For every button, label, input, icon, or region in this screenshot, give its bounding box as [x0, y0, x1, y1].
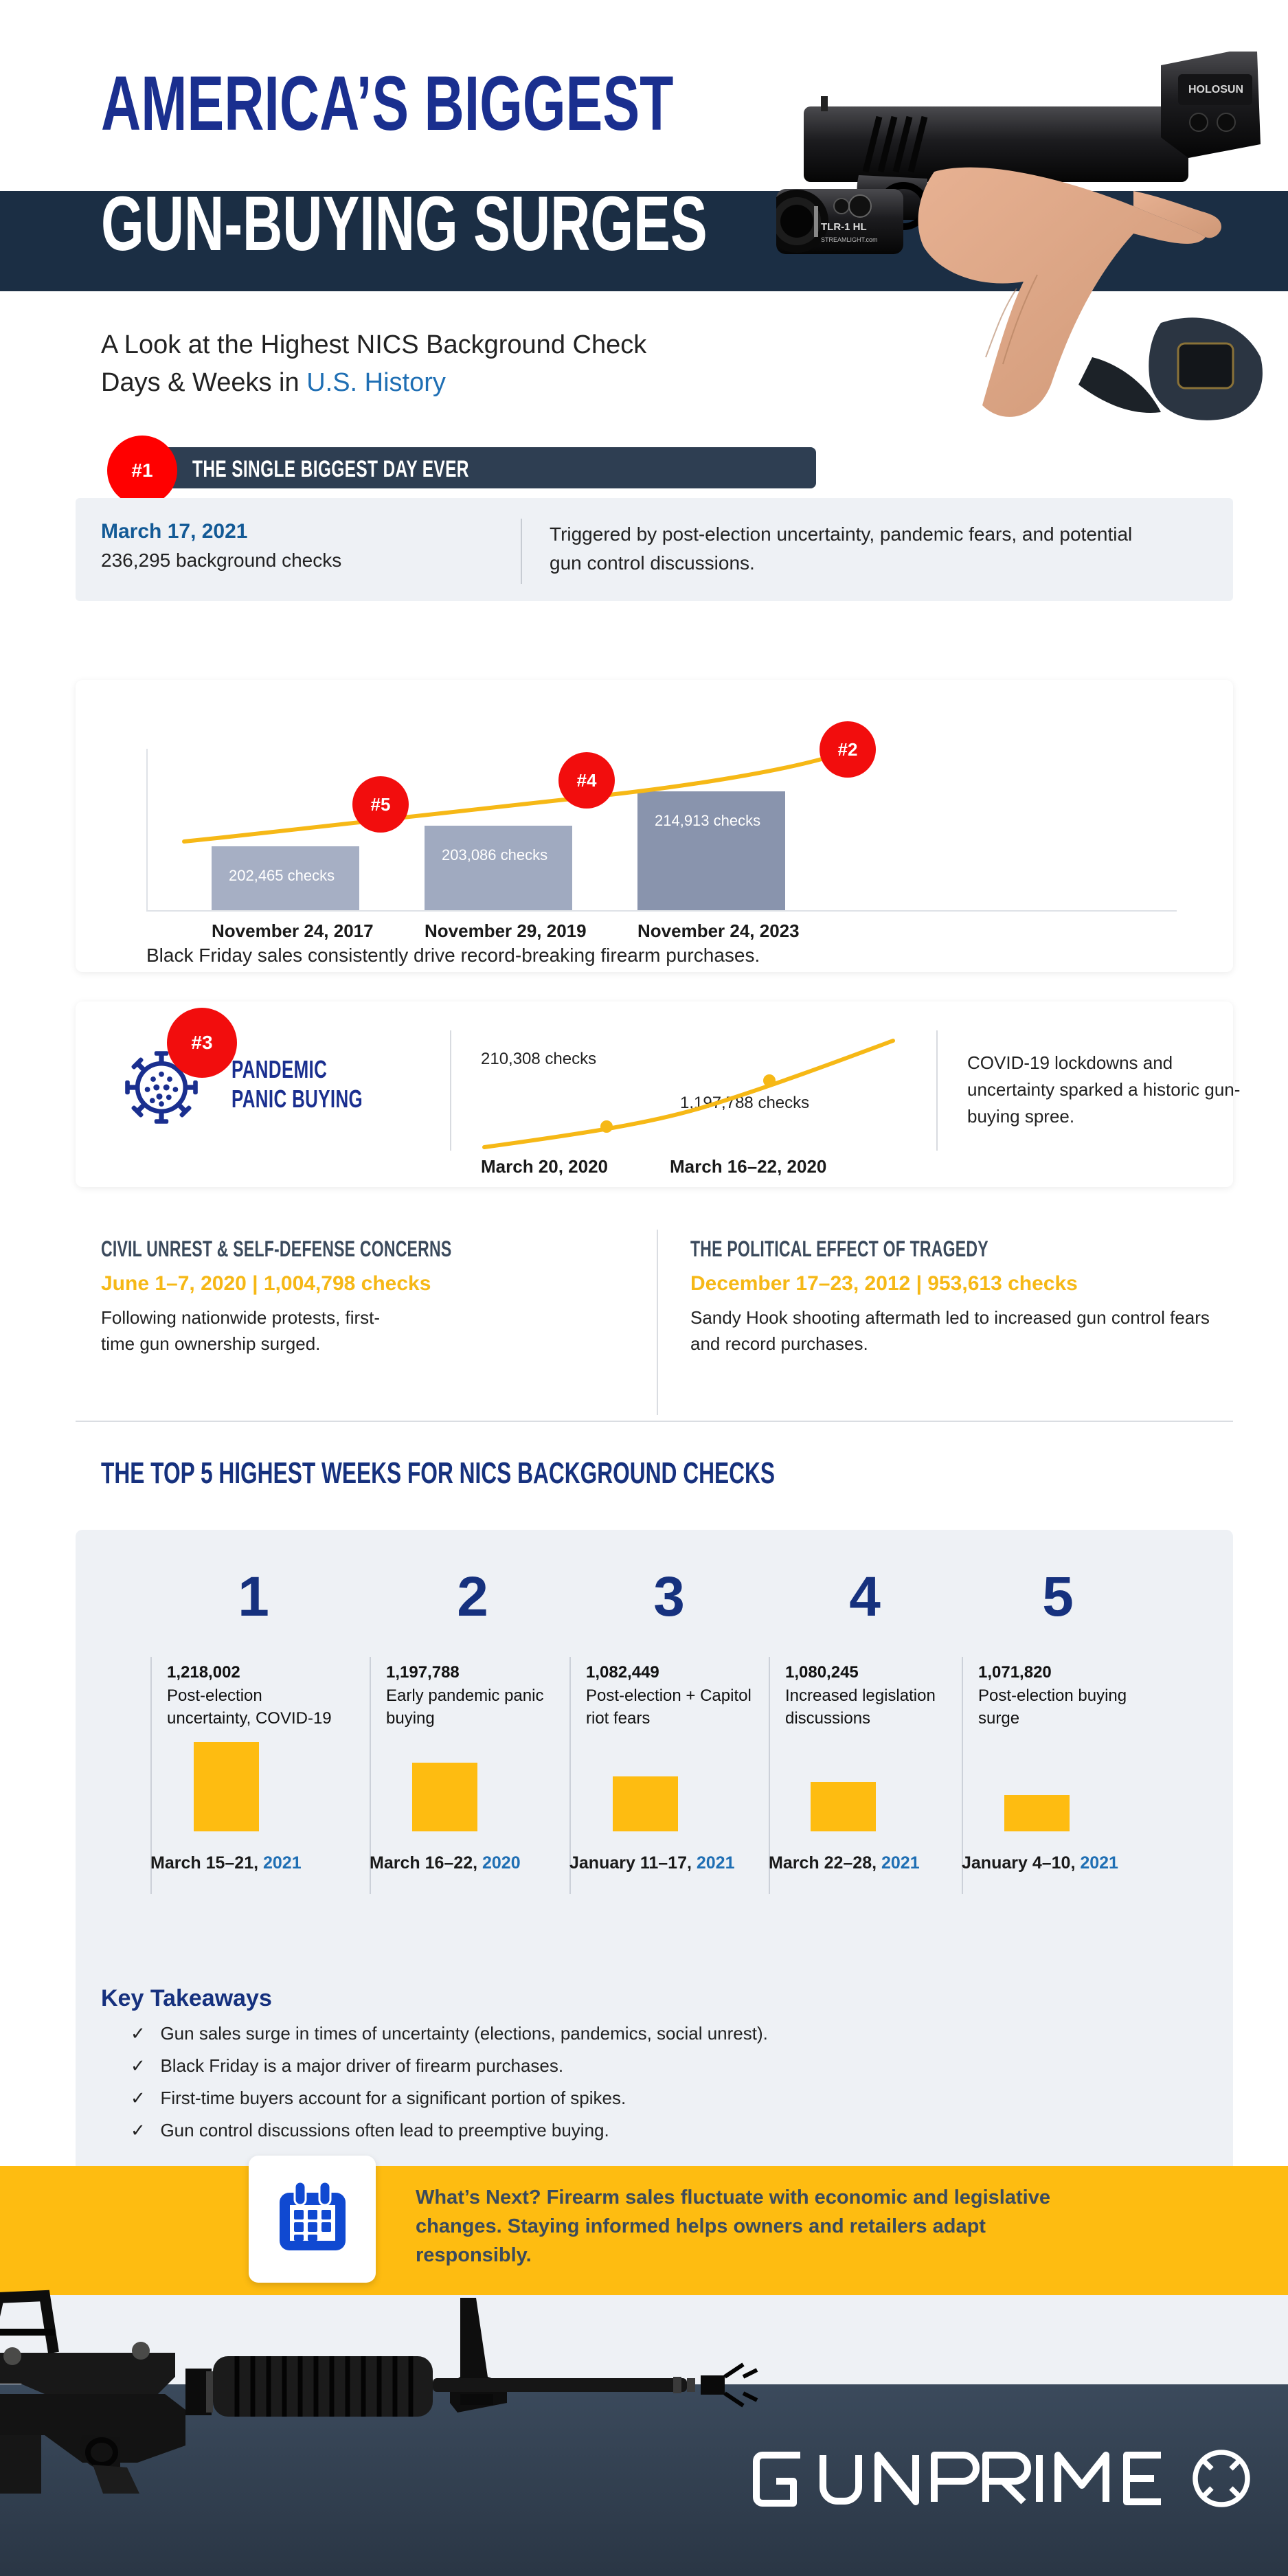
- svg-text:STREAMLIGHT.com: STREAMLIGHT.com: [821, 236, 878, 243]
- svg-text:TLR-1 HL: TLR-1 HL: [821, 221, 867, 233]
- svg-text:HOLOSUN: HOLOSUN: [1188, 84, 1243, 95]
